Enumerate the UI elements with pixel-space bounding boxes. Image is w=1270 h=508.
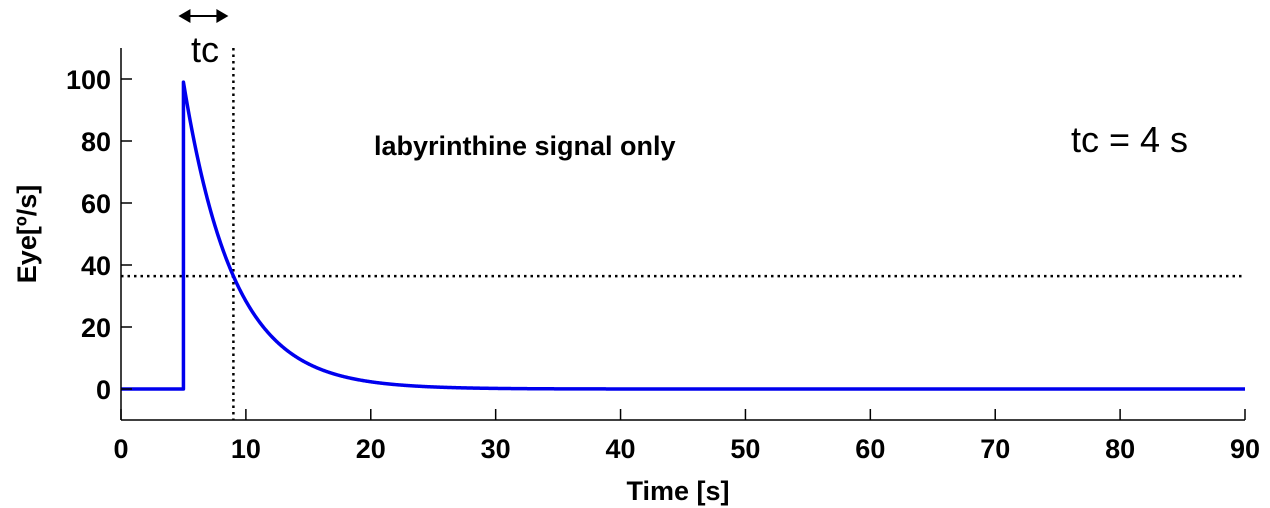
y-tick-label: 100 [66,65,111,95]
y-axis-label: Eye[º/s] [12,185,42,283]
x-axis-label: Time [s] [626,476,729,506]
y-tick-label: 40 [81,251,111,281]
series-group [121,80,1247,391]
y-tick-label: 20 [81,313,111,343]
tc-arrow-head-right [216,9,229,23]
tc-span-arrow [178,9,229,23]
y-tick-label: 60 [81,189,111,219]
signal-annotation: labyrinthine signal only [374,131,676,161]
x-tick-label: 60 [855,434,885,464]
tc-arrow-label: tc [191,29,219,70]
x-tick-label: 20 [356,434,386,464]
series-line [121,80,1247,391]
x-tick-label: 30 [481,434,511,464]
y-tick-label: 80 [81,127,111,157]
reference-lines [121,48,1245,420]
x-ticks: 0 10 20 30 40 50 60 70 80 90 [113,409,1260,464]
x-tick-label: 90 [1230,434,1260,464]
x-tick-label: 10 [231,434,261,464]
x-tick-label: 70 [980,434,1010,464]
x-tick-label: 50 [730,434,760,464]
y-ticks: 0 20 40 60 80 100 [66,65,132,405]
time-constant-annotation: tc = 4 s [1071,119,1188,160]
axes [120,48,1245,421]
x-tick-label: 80 [1105,434,1135,464]
y-tick-label: 0 [96,375,111,405]
tc-arrow-head-left [178,9,191,23]
x-tick-label: 40 [606,434,636,464]
x-tick-label: 0 [113,434,128,464]
